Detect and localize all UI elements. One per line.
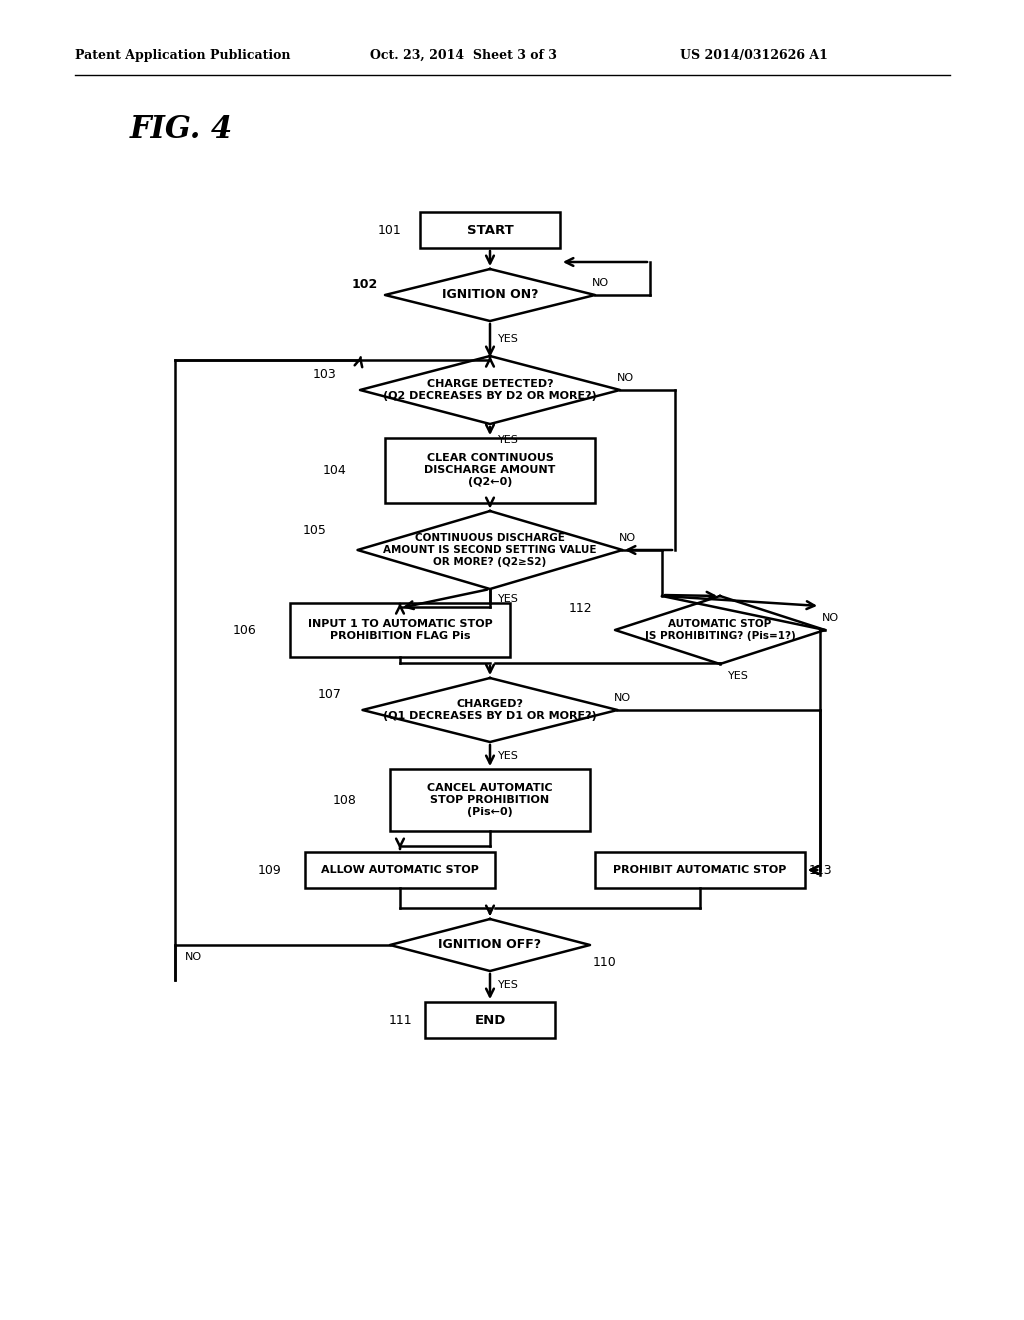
Text: 106: 106: [233, 623, 257, 636]
Text: AUTOMATIC STOP
IS PROHIBITING? (Pis=1?): AUTOMATIC STOP IS PROHIBITING? (Pis=1?): [645, 619, 796, 640]
Text: 111: 111: [388, 1014, 412, 1027]
Text: CANCEL AUTOMATIC
STOP PROHIBITION
(Pis←0): CANCEL AUTOMATIC STOP PROHIBITION (Pis←0…: [427, 783, 553, 817]
Text: 108: 108: [333, 793, 357, 807]
Polygon shape: [385, 269, 595, 321]
Text: YES: YES: [498, 751, 519, 762]
Text: 112: 112: [568, 602, 592, 615]
Text: 113: 113: [808, 863, 831, 876]
Text: Patent Application Publication: Patent Application Publication: [75, 49, 291, 62]
FancyBboxPatch shape: [420, 213, 560, 248]
FancyBboxPatch shape: [390, 770, 590, 832]
Text: YES: YES: [498, 979, 519, 990]
Polygon shape: [357, 511, 623, 589]
FancyBboxPatch shape: [290, 603, 510, 657]
FancyBboxPatch shape: [385, 437, 595, 503]
FancyBboxPatch shape: [595, 851, 805, 888]
Text: 105: 105: [303, 524, 327, 536]
Text: 101: 101: [378, 223, 401, 236]
Polygon shape: [360, 356, 620, 424]
Text: NO: NO: [613, 693, 631, 704]
Text: YES: YES: [728, 671, 749, 681]
Text: 103: 103: [313, 368, 337, 381]
Text: CHARGED?
(Q1 DECREASES BY D1 OR MORE?): CHARGED? (Q1 DECREASES BY D1 OR MORE?): [383, 700, 597, 721]
Text: NO: NO: [185, 952, 202, 962]
Text: 107: 107: [318, 689, 342, 701]
Polygon shape: [390, 919, 590, 972]
Text: 110: 110: [593, 957, 616, 969]
FancyBboxPatch shape: [425, 1002, 555, 1038]
Text: PROHIBIT AUTOMATIC STOP: PROHIBIT AUTOMATIC STOP: [613, 865, 786, 875]
Text: NO: NO: [592, 279, 608, 288]
Text: END: END: [474, 1014, 506, 1027]
Text: CHARGE DETECTED?
(Q2 DECREASES BY D2 OR MORE?): CHARGE DETECTED? (Q2 DECREASES BY D2 OR …: [383, 379, 597, 401]
Text: YES: YES: [498, 594, 519, 605]
Text: NO: NO: [821, 612, 839, 623]
Text: IGNITION OFF?: IGNITION OFF?: [438, 939, 542, 952]
Text: YES: YES: [498, 334, 519, 345]
Text: START: START: [467, 223, 513, 236]
FancyBboxPatch shape: [305, 851, 495, 888]
Text: CLEAR CONTINUOUS
DISCHARGE AMOUNT
(Q2←0): CLEAR CONTINUOUS DISCHARGE AMOUNT (Q2←0): [424, 453, 556, 487]
Text: IGNITION ON?: IGNITION ON?: [441, 289, 539, 301]
Polygon shape: [362, 678, 617, 742]
Text: CONTINUOUS DISCHARGE
AMOUNT IS SECOND SETTING VALUE
OR MORE? (Q2≥S2): CONTINUOUS DISCHARGE AMOUNT IS SECOND SE…: [383, 533, 597, 566]
Text: ALLOW AUTOMATIC STOP: ALLOW AUTOMATIC STOP: [322, 865, 479, 875]
Text: 109: 109: [258, 863, 282, 876]
Text: NO: NO: [616, 374, 634, 383]
Text: FIG. 4: FIG. 4: [130, 115, 233, 145]
Polygon shape: [615, 597, 825, 664]
Text: Oct. 23, 2014  Sheet 3 of 3: Oct. 23, 2014 Sheet 3 of 3: [370, 49, 557, 62]
Text: 104: 104: [324, 463, 347, 477]
Text: US 2014/0312626 A1: US 2014/0312626 A1: [680, 49, 827, 62]
Text: NO: NO: [618, 533, 636, 543]
Text: INPUT 1 TO AUTOMATIC STOP
PROHIBITION FLAG Pis: INPUT 1 TO AUTOMATIC STOP PROHIBITION FL…: [307, 619, 493, 640]
Text: 102: 102: [352, 279, 378, 292]
Text: YES: YES: [498, 436, 519, 445]
